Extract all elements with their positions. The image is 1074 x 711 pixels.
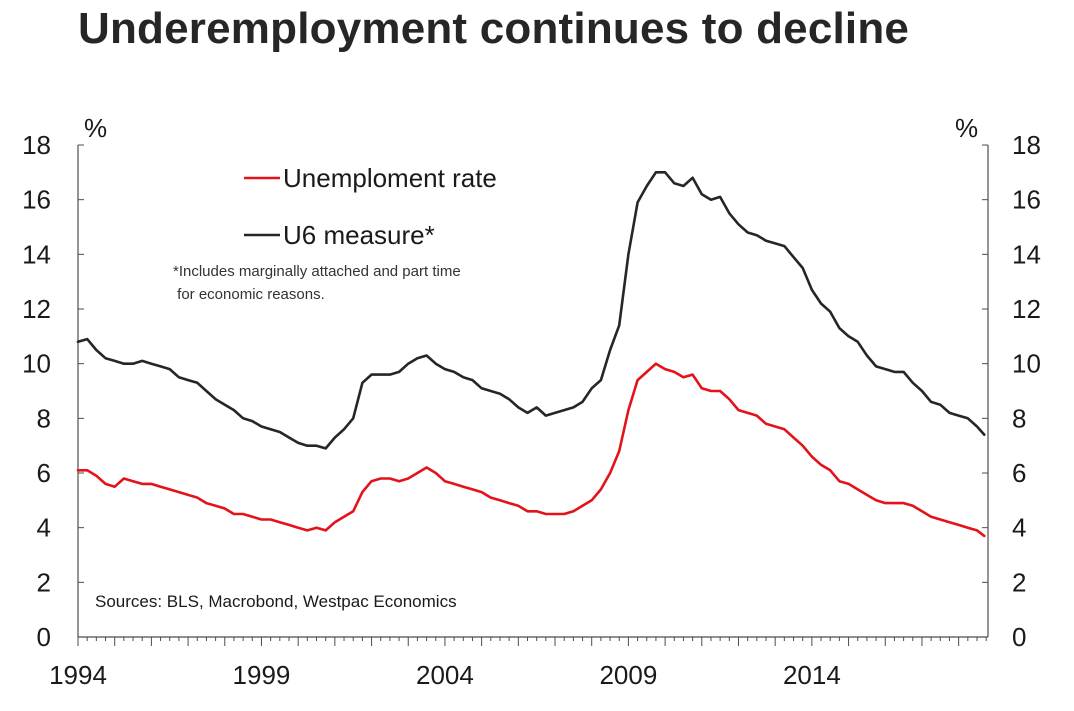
y-tick-label-right: 14 [1012, 239, 1041, 269]
legend: Unemploment rate U6 measure* [244, 163, 497, 250]
y-tick-label-right: 4 [1012, 513, 1026, 543]
y-tick-label-left: 10 [22, 349, 51, 379]
legend-label-u6: U6 measure* [283, 220, 435, 250]
footnote-line-2: for economic reasons. [173, 286, 325, 303]
chart-title: Underemployment continues to decline [78, 4, 910, 53]
y-tick-label-right: 12 [1012, 294, 1041, 324]
y-tick-label-left: 6 [37, 458, 51, 488]
y-tick-label-right: 6 [1012, 458, 1026, 488]
y-tick-label-left: 8 [37, 403, 51, 433]
x-tick-label: 2004 [416, 660, 474, 690]
y-unit-right: % [955, 113, 978, 143]
source-note: Sources: BLS, Macrobond, Westpac Economi… [95, 592, 457, 611]
series-line-u6 [76, 171, 986, 450]
legend-label-unemployment: Unemploment rate [283, 163, 497, 193]
axes: 0 0 2 2 4 4 6 6 8 8 10 10 12 12 14 14 16 16 18 18 1994 1999 20… [22, 130, 1041, 690]
series-line-unemployment [76, 362, 986, 538]
y-tick-label-left: 12 [22, 294, 51, 324]
series-lines [76, 171, 986, 538]
y-tick-label-left: 0 [37, 622, 51, 652]
y-tick-label-left: 16 [22, 185, 51, 215]
y-tick-label-right: 8 [1012, 403, 1026, 433]
y-tick-label-right: 18 [1012, 130, 1041, 160]
y-unit-left: % [84, 113, 107, 143]
x-tick-label: 2009 [599, 660, 657, 690]
y-tick-label-left: 4 [37, 513, 51, 543]
y-tick-label-left: 14 [22, 239, 51, 269]
y-tick-label-right: 16 [1012, 185, 1041, 215]
footnote-line-1: *Includes marginally attached and part t… [173, 263, 461, 280]
y-tick-label-left: 2 [37, 567, 51, 597]
y-tick-label-right: 10 [1012, 349, 1041, 379]
x-tick-label: 1999 [233, 660, 291, 690]
y-tick-label-right: 0 [1012, 622, 1026, 652]
x-tick-label: 2014 [783, 660, 841, 690]
y-tick-label-right: 2 [1012, 567, 1026, 597]
y-tick-label-left: 18 [22, 130, 51, 160]
x-tick-label: 1994 [49, 660, 107, 690]
